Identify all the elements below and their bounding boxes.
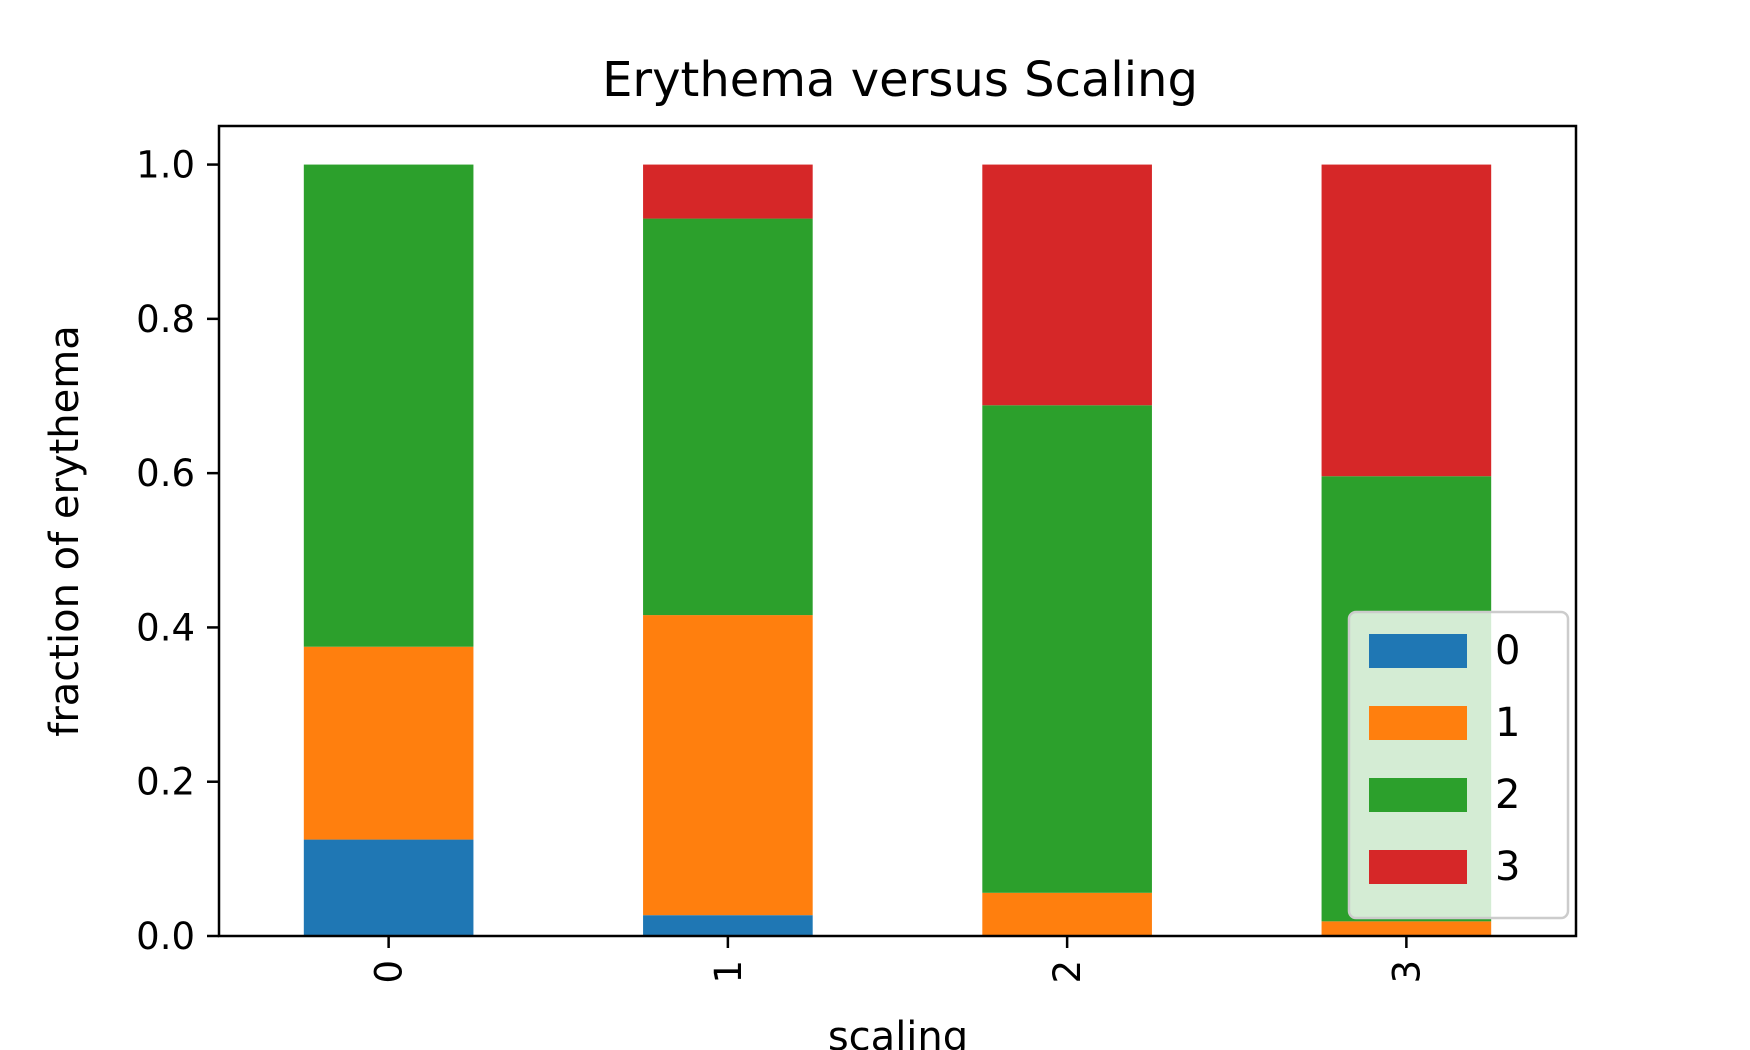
chart-title: Erythema versus Scaling (602, 52, 1198, 108)
legend-swatch-3 (1369, 850, 1467, 884)
bar-segment-cat1-series2 (643, 218, 813, 616)
legend-swatch-2 (1369, 778, 1467, 812)
bar-segment-cat2-series2 (982, 405, 1152, 893)
bar-segment-cat2-series3 (982, 164, 1152, 406)
legend-label-1: 1 (1495, 700, 1520, 746)
y-axis: 0.0 0.2 0.4 0.6 0.8 1.0 (136, 144, 219, 958)
bar-segment-cat3-series3 (1321, 164, 1492, 477)
y-tick-label: 1.0 (136, 144, 195, 187)
bar-segment-cat3-series1 (1321, 921, 1492, 936)
y-axis-label: fraction of erythema (42, 325, 88, 736)
y-tick-label: 0.0 (136, 915, 195, 958)
x-tick-label: 3 (1385, 960, 1428, 984)
bar-segment-cat1-series1 (643, 615, 813, 916)
legend-label-3: 3 (1495, 844, 1520, 890)
y-tick-label: 0.6 (136, 452, 195, 495)
plot-frame (217, 124, 1578, 938)
bar-segment-cat1-series3 (643, 164, 813, 219)
x-tick-label: 2 (1046, 960, 1089, 984)
x-axis-label: scaling (828, 1014, 968, 1050)
bar-segment-cat0-series0 (303, 839, 474, 936)
bar-segment-cat0-series1 (303, 646, 474, 840)
y-tick-label: 0.8 (136, 298, 195, 341)
bar-segment-cat0-series2 (303, 164, 474, 647)
x-tick-label: 0 (368, 960, 411, 984)
legend: 0 1 2 3 (1347, 610, 1570, 920)
y-tick-label: 0.4 (136, 606, 195, 649)
legend-label-2: 2 (1495, 772, 1520, 818)
bar-segment-cat1-series0 (643, 915, 813, 936)
legend-swatch-1 (1369, 706, 1467, 740)
legend-swatch-0 (1369, 634, 1467, 668)
bar-segment-cat2-series1 (982, 892, 1152, 936)
x-tick-label: 1 (707, 960, 750, 984)
bars-group (303, 164, 1492, 936)
x-axis: 0 1 2 3 (368, 936, 1428, 984)
y-tick-label: 0.2 (136, 761, 195, 804)
legend-label-0: 0 (1495, 628, 1520, 674)
legend-box (1347, 610, 1570, 920)
